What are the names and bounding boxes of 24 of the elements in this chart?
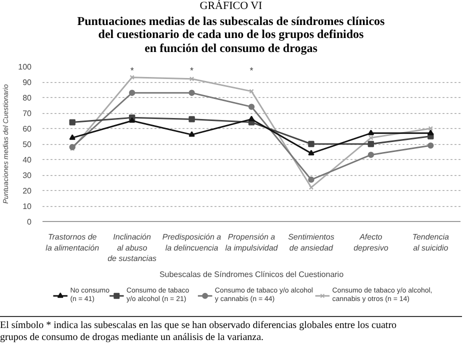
y-tick-label: 60 <box>22 124 32 134</box>
y-tick-label: 20 <box>22 186 32 196</box>
y-tick-label: 30 <box>22 171 32 180</box>
x-tick-label: Propensión a la impulsividad <box>225 232 278 252</box>
x-tick-label: Afecto depresivo <box>354 232 389 252</box>
text: El símbolo * indica las subescalas en las que se han observado diferencias globales entre los cuatro grupos de consumo de drogas mediante un análisis de la varianza. <box>0 320 397 344</box>
x-tick-label: Sentimientos de ansiedad <box>288 232 334 252</box>
y-tick-label: 0 <box>27 218 32 227</box>
y-tick-label: 70 <box>22 109 32 118</box>
y-tick-label: 90 <box>22 78 32 88</box>
x-axis-title: Subescalas de Síndromes Clínicos del Cuestionario <box>159 270 344 280</box>
x-tick-label: Inclinación al abuso de sustancias <box>108 232 157 264</box>
annotation: * <box>250 66 254 76</box>
y-tick-label: 100 <box>18 62 32 72</box>
x-tick-label: Tendencia al suicidio <box>412 232 450 252</box>
y-tick-label: 50 <box>22 140 32 150</box>
x-tick-label: Trastornos de la alimentación <box>46 232 100 252</box>
annotation: * <box>130 66 134 76</box>
y-tick-label: 40 <box>22 156 32 165</box>
chart-subtitle: Puntuaciones medias de las subescalas de síndromes clínicos del cuestionario de cada uno de los grupos definidos en función del consumo de drogas <box>77 14 385 56</box>
y-tick-label: 10 <box>22 202 32 212</box>
y-tick-label: 80 <box>22 94 32 103</box>
x-tick-label: Predisposición a la delincuencia <box>162 232 222 252</box>
annotation: * <box>190 66 194 76</box>
